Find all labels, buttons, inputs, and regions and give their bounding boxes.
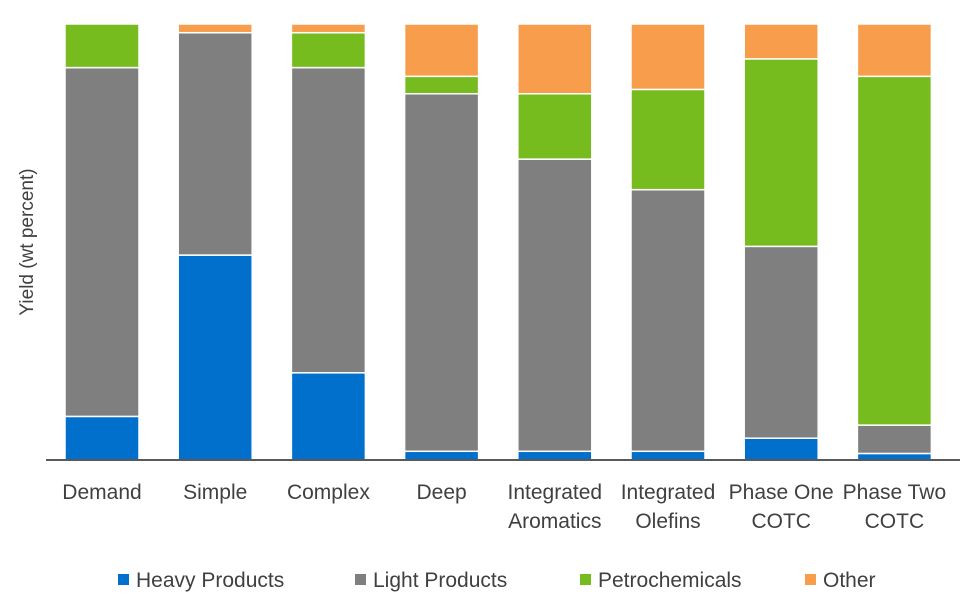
legend-swatch-light-products: [355, 574, 366, 585]
bar-segment-heavy-products-deep: [403, 450, 480, 461]
bar-segment-light-products-complex: [290, 66, 367, 374]
bar-segment-light-products-phase-one-cotc: [743, 245, 819, 439]
x-tick-label-phase-two-cotc: Phase Two COTC: [843, 481, 947, 533]
bar-segment-other-simple: [177, 23, 253, 34]
legend-item-heavy-products: Heavy Products: [118, 569, 284, 592]
bar-segment-light-products-integrated-aromatics: [517, 158, 593, 453]
legend-label-other: Other: [823, 569, 876, 592]
bar-segment-heavy-products-demand: [64, 415, 140, 461]
bar-segment-other-integrated-aromatics: [517, 23, 593, 95]
y-axis-title: Yield (wt percent): [17, 168, 38, 315]
x-tick-labels: Demand Simple Complex Deep Integrated Aromati…: [62, 481, 946, 533]
legend-label-light-products: Light Products: [373, 569, 507, 592]
legend-item-petrochemicals: Petrochemicals: [580, 569, 742, 592]
bar-segment-heavy-products-phase-one-cotc: [743, 437, 819, 461]
legend-item-light-products: Light Products: [355, 569, 507, 592]
bar-segment-petrochemicals-phase-one-cotc: [743, 58, 819, 248]
bar-segment-light-products-deep: [403, 93, 480, 453]
legend-label-heavy-products: Heavy Products: [136, 569, 284, 592]
bar-segment-light-products-integrated-olefins: [630, 188, 706, 453]
bar-segment-light-products-demand: [64, 66, 140, 418]
legend-swatch-other: [805, 574, 816, 585]
bars-group: [64, 23, 933, 461]
bar-segment-light-products-simple: [177, 31, 253, 256]
legend-item-other: Other: [805, 569, 876, 592]
bar-segment-petrochemicals-demand: [64, 23, 140, 69]
x-tick-label-demand: Demand: [62, 481, 141, 504]
bar-segment-petrochemicals-integrated-aromatics: [517, 93, 593, 160]
bar-segment-heavy-products-complex: [290, 372, 367, 461]
bar-segment-heavy-products-integrated-aromatics: [517, 450, 593, 461]
bar-segment-petrochemicals-deep: [403, 75, 480, 95]
bar-segment-other-complex: [290, 23, 367, 34]
x-tick-label-integrated-olefins: Integrated Olefins: [621, 481, 716, 533]
bar-segment-other-phase-two-cotc: [856, 23, 933, 78]
bar-segment-other-deep: [403, 23, 480, 78]
legend-swatch-petrochemicals: [580, 574, 591, 585]
bar-segment-other-phase-one-cotc: [743, 23, 819, 60]
x-tick-label-simple: Simple: [183, 481, 247, 504]
bar-segment-heavy-products-simple: [177, 254, 253, 461]
bar-segment-heavy-products-integrated-olefins: [630, 450, 706, 461]
bar-segment-light-products-phase-two-cotc: [856, 424, 933, 455]
x-tick-label-complex: Complex: [287, 481, 370, 504]
bar-segment-petrochemicals-complex: [290, 31, 367, 69]
bar-segment-petrochemicals-phase-two-cotc: [856, 75, 933, 426]
legend-label-petrochemicals: Petrochemicals: [598, 569, 742, 592]
bar-segment-other-integrated-olefins: [630, 23, 706, 91]
bar-segment-petrochemicals-integrated-olefins: [630, 88, 706, 191]
x-tick-label-integrated-aromatics: Integrated Aromatics: [508, 481, 603, 533]
legend-swatch-heavy-products: [118, 574, 129, 585]
legend: Heavy Products Light Products Petrochemica…: [118, 569, 876, 592]
x-tick-label-phase-one-cotc: Phase One COTC: [729, 481, 834, 533]
x-tick-label-deep: Deep: [416, 481, 466, 504]
